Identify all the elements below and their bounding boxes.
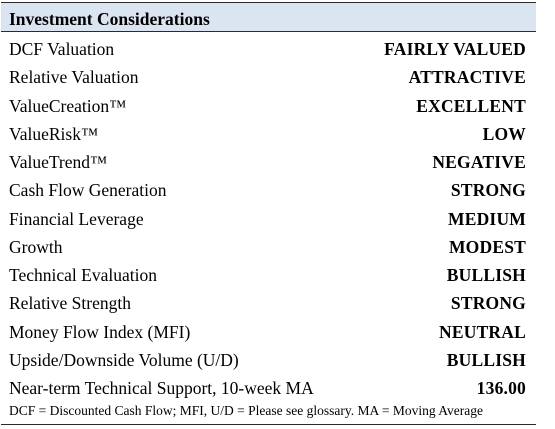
row-value: STRONG bbox=[450, 293, 526, 314]
row-value: BULLISH bbox=[446, 265, 526, 285]
row-cash-flow-generation: Cash Flow Generation STRONG bbox=[1, 177, 536, 205]
row-value: FAIRLY VALUED bbox=[384, 39, 526, 59]
row-value: NEGATIVE bbox=[432, 152, 526, 172]
investment-considerations-panel: Investment Considerations DCF Valuation … bbox=[1, 2, 536, 426]
row-money-flow-index: Money Flow Index (MFI) NEUTRAL bbox=[1, 319, 536, 347]
row-label: Relative Valuation bbox=[9, 67, 139, 88]
row-value-creation: ValueCreation™ EXCELLENT bbox=[1, 93, 536, 121]
row-label: DCF Valuation bbox=[9, 39, 115, 59]
row-label: Financial Leverage bbox=[9, 208, 144, 229]
section-title: Investment Considerations bbox=[9, 9, 210, 29]
row-technical-support: Near-term Technical Support, 10-week MA … bbox=[1, 375, 536, 403]
row-value: MEDIUM bbox=[448, 208, 526, 229]
row-label: Money Flow Index (MFI) bbox=[9, 321, 191, 342]
footnote: DCF = Discounted Cash Flow; MFI, U/D = P… bbox=[9, 403, 483, 418]
row-label: Growth bbox=[9, 236, 63, 257]
row-upside-downside-volume: Upside/Downside Volume (U/D) BULLISH bbox=[1, 347, 536, 375]
row-value: BULLISH bbox=[446, 349, 526, 370]
row-value-risk: ValueRisk™ LOW bbox=[1, 121, 536, 149]
row-label: Technical Evaluation bbox=[9, 265, 157, 285]
row-label: Upside/Downside Volume (U/D) bbox=[9, 349, 239, 370]
row-label: Cash Flow Generation bbox=[9, 180, 167, 201]
row-label: ValueCreation™ bbox=[9, 95, 127, 116]
row-label: ValueRisk™ bbox=[9, 123, 99, 144]
row-value: 136.00 bbox=[476, 378, 526, 398]
row-value: MODEST bbox=[448, 236, 526, 257]
row-growth: Growth MODEST bbox=[1, 234, 536, 262]
row-technical-evaluation: Technical Evaluation BULLISH bbox=[1, 262, 536, 290]
row-relative-strength: Relative Strength STRONG bbox=[1, 290, 536, 318]
row-value-trend: ValueTrend™ NEGATIVE bbox=[1, 149, 536, 177]
section-header: Investment Considerations bbox=[1, 2, 536, 32]
row-value: EXCELLENT bbox=[416, 95, 526, 116]
row-label: Relative Strength bbox=[9, 293, 131, 314]
row-financial-leverage: Financial Leverage MEDIUM bbox=[1, 206, 536, 234]
bottom-divider bbox=[1, 424, 536, 425]
row-relative-valuation: Relative Valuation ATTRACTIVE bbox=[1, 64, 536, 92]
row-value: NEUTRAL bbox=[439, 321, 526, 342]
row-value: ATTRACTIVE bbox=[408, 67, 526, 88]
considerations-list: DCF Valuation FAIRLY VALUED Relative Val… bbox=[1, 36, 536, 403]
row-label: Near-term Technical Support, 10-week MA bbox=[9, 378, 314, 398]
row-label: ValueTrend™ bbox=[9, 152, 108, 172]
row-value: STRONG bbox=[450, 180, 526, 201]
row-value: LOW bbox=[482, 123, 526, 144]
row-dcf-valuation: DCF Valuation FAIRLY VALUED bbox=[1, 36, 536, 64]
